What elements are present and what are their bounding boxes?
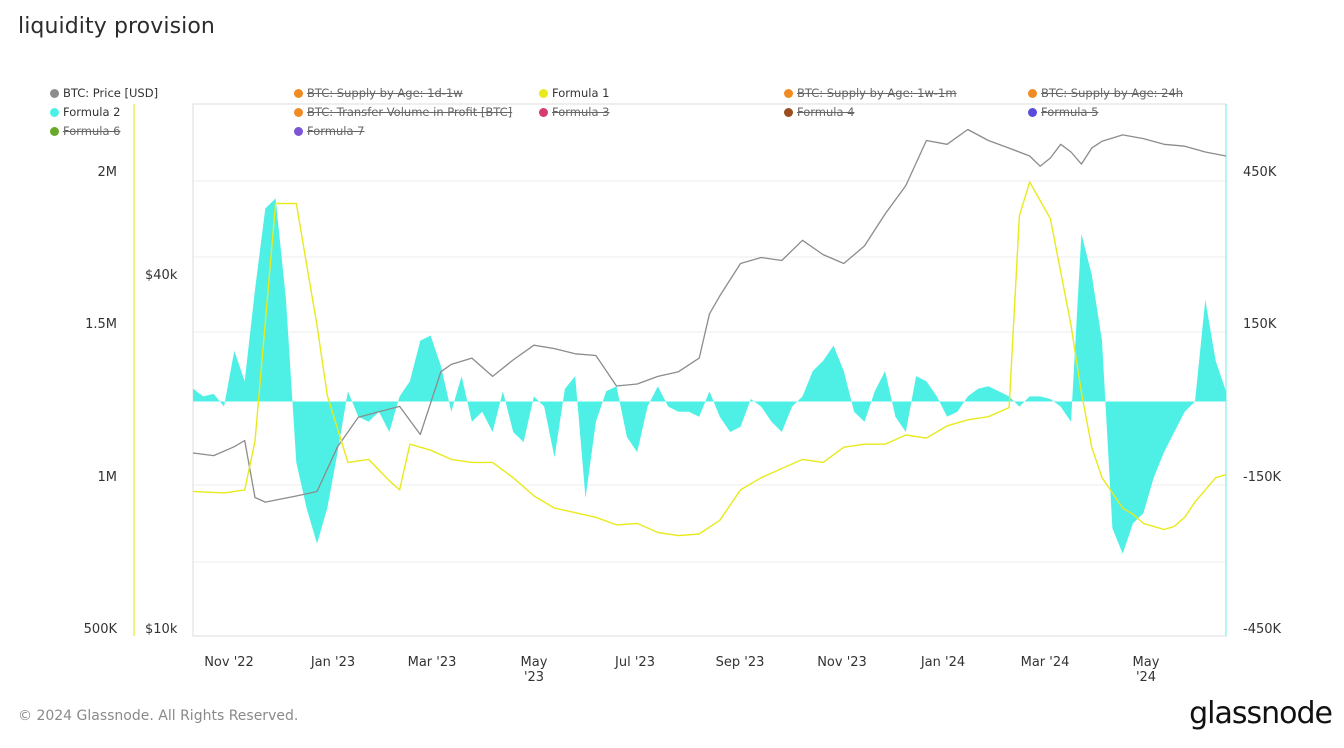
legend-dot-icon [784,88,793,98]
legend-item[interactable]: BTC: Supply by Age: 1d-1w [294,86,463,100]
y-tick-label: -450K [1243,622,1282,637]
legend-label: Formula 2 [63,105,121,119]
legend-item[interactable]: BTC: Supply by Age: 24h [1028,86,1183,100]
legend-item[interactable]: BTC: Transfer Volume in Profit [BTC] [294,105,512,119]
gridlines [193,180,1226,563]
legend-dot-icon [784,107,793,117]
legend-item[interactable]: Formula 4 [784,105,854,119]
x-tick-label: Jan '24 [920,655,966,670]
x-tick-label: May '23 [520,655,548,685]
copyright-footer: © 2024 Glassnode. All Rights Reserved. [18,708,299,724]
x-tick-label: Jan '23 [310,655,356,670]
formula-2-area [193,198,1226,554]
legend-label: BTC: Supply by Age: 24h [1041,86,1184,100]
legend-label: Formula 3 [552,105,610,119]
legend-dot-icon [1028,107,1037,117]
legend-label: BTC: Price [USD] [63,86,159,100]
legend-dot-icon [1028,88,1037,98]
y-tick-label: -150K [1243,469,1282,485]
chart-title: liquidity provision [18,14,215,39]
y-tick-label: $40k [145,268,178,283]
legend-dot-icon [294,107,303,117]
y-tick-label: 2M [97,165,118,180]
legend-dot-icon [294,88,303,98]
x-tick-label: May '24 [1132,655,1160,685]
legend-dot-icon [50,88,59,98]
legend-dot-icon [50,107,59,117]
legend-label: Formula 1 [552,86,610,100]
x-tick-label: Mar '23 [407,655,457,670]
y-tick-label: 1.5M [85,317,117,333]
legend-item[interactable]: Formula 5 [1028,105,1098,119]
formula-2-layer [193,198,1226,554]
legend-item[interactable]: BTC: Price [USD] [50,86,158,100]
formula-1-line [192,181,1227,537]
y-tick-label: $10k [145,622,178,637]
y-tick-label: 500K [83,622,117,637]
legend-dot-icon [539,107,548,117]
y-tick-label: 450K [1243,165,1277,180]
glassnode-logo: glassnode [1189,696,1333,731]
legend-label: BTC: Transfer Volume in Profit [BTC] [307,105,513,119]
legend-dot-icon [539,88,548,98]
legend-dot-icon [50,126,59,136]
legend-item[interactable]: Formula 3 [539,105,609,119]
legend-item[interactable]: Formula 2 [50,105,120,119]
legend-item[interactable]: Formula 6 [50,124,120,138]
y-tick-label: 150K [1243,317,1277,333]
legend-label: Formula 5 [1041,105,1099,119]
legend-dot-icon [294,126,303,136]
x-tick-label: Nov '22 [204,655,254,670]
legend-label: BTC: Supply by Age: 1d-1w [307,86,463,100]
legend-item[interactable]: Formula 1 [539,86,609,100]
y-tick-label: 1M [97,469,118,485]
legend-label: Formula 4 [797,105,855,119]
legend-item[interactable]: Formula 7 [294,124,364,138]
lines-layer [192,128,1227,537]
x-tick-label: Mar '24 [1020,655,1070,670]
legend-label: BTC: Supply by Age: 1w-1m [797,86,957,100]
legend-label: Formula 7 [307,124,365,138]
plot-border [192,103,1227,637]
legend-label: Formula 6 [63,124,121,138]
x-tick-label: Jul '23 [615,655,655,670]
x-tick-label: Nov '23 [817,655,867,670]
legend-item[interactable]: BTC: Supply by Age: 1w-1m [784,86,957,100]
x-tick-label: Sep '23 [715,655,765,670]
btc-price-line [192,128,1227,503]
